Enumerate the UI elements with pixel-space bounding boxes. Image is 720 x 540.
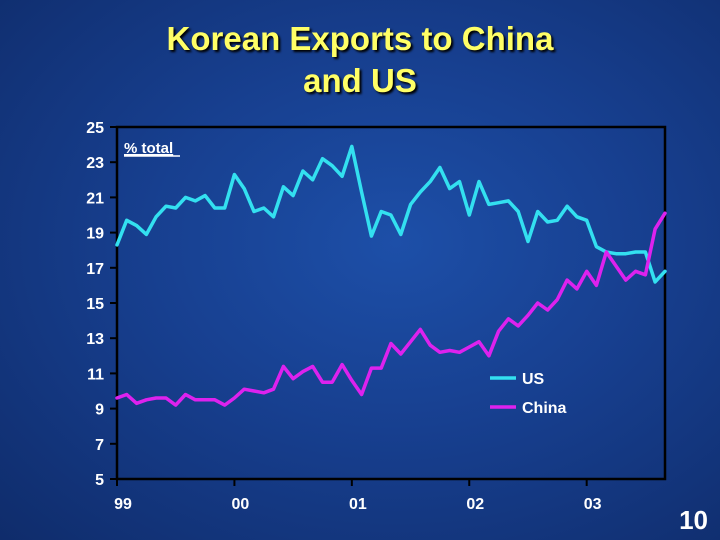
legend-label-china: China [522, 400, 567, 417]
y-axis-label: % total [124, 140, 173, 157]
y-tick-label: 15 [86, 296, 104, 313]
y-tick-label: 5 [95, 472, 104, 489]
y-tick-label: 19 [86, 226, 104, 243]
y-tick-label: 23 [86, 155, 104, 172]
title-line-1: Korean Exports to China [166, 20, 554, 57]
y-tick-label: 25 [86, 120, 104, 137]
y-tick-label: 21 [86, 190, 104, 207]
y-tick-label: 13 [86, 331, 104, 348]
plot-frame [115, 125, 667, 481]
y-tick-label: 11 [87, 366, 104, 383]
y-tick-label: 7 [95, 437, 104, 454]
x-tick-label: 01 [349, 496, 367, 513]
x-tick-label: 03 [584, 496, 602, 513]
title-line-2: and US [303, 62, 417, 99]
series-line-us [115, 144, 667, 284]
page-number: 10 [679, 505, 708, 535]
slide-title: Korean Exports to China and US [0, 18, 720, 102]
x-tick-label: 02 [466, 496, 484, 513]
x-tick-label: 99 [114, 496, 132, 513]
legend-label-us: US [522, 371, 545, 388]
x-tick-label: 00 [232, 496, 250, 513]
y-tick-label: 9 [95, 402, 104, 419]
series-line-china [115, 211, 667, 407]
y-tick-label: 17 [86, 261, 104, 278]
